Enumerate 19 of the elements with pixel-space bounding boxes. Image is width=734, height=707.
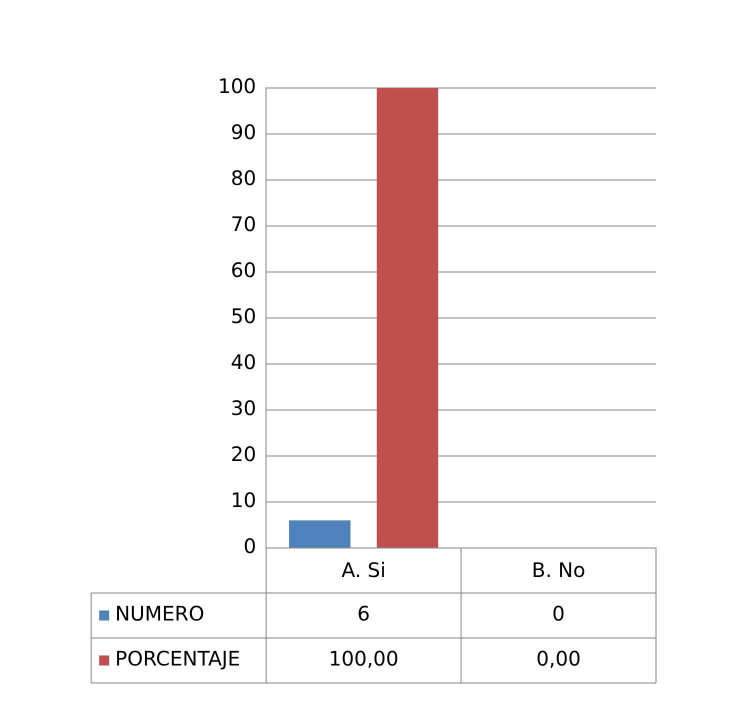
data-label: 0,00: [536, 646, 581, 671]
y-tick-label: 50: [230, 304, 256, 328]
legend-label: NUMERO: [115, 602, 204, 626]
data-label: 100,00: [328, 646, 399, 671]
y-tick-label: 20: [230, 442, 256, 466]
y-tick-label: 80: [230, 166, 256, 190]
y-tick-label: 70: [230, 212, 256, 236]
y-tick-label: 60: [230, 258, 256, 282]
y-tick-label: 10: [230, 488, 256, 512]
y-tick-label: 30: [230, 396, 256, 420]
y-tick-label: 0: [243, 534, 256, 558]
x-tick-label: A. Si: [341, 558, 386, 582]
data-label: 6: [357, 602, 370, 626]
y-tick-label: 90: [230, 120, 256, 144]
y-tick-label: 100: [218, 74, 256, 98]
data-label: 0: [552, 602, 565, 626]
legend-label: PORCENTAJE: [115, 646, 240, 671]
y-tick-label: 40: [230, 350, 256, 374]
x-tick-label: B. No: [532, 558, 586, 582]
